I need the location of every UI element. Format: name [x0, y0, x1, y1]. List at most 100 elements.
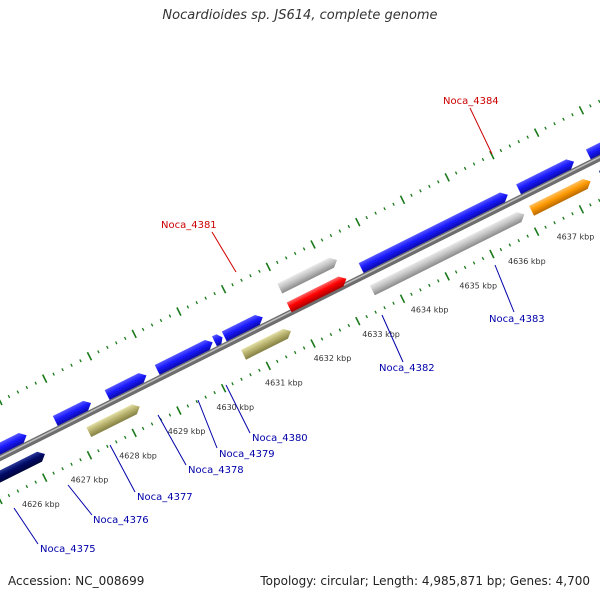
minor-tick [276, 359, 279, 363]
minor-tick [16, 390, 20, 394]
gene-arrow-noca-4379[interactable] [241, 326, 293, 360]
minor-tick [392, 202, 395, 206]
scale-tick-label: 4631 kbp [265, 379, 303, 388]
gene-label-noca-4378[interactable]: Noca_4378 [188, 465, 244, 476]
minor-tick [571, 113, 574, 117]
major-tick [41, 473, 48, 483]
minor-tick [562, 216, 565, 220]
minor-tick [7, 394, 11, 399]
minor-tick [544, 225, 547, 229]
accession-text: Accession: NC_008699 [8, 574, 145, 588]
minor-tick [526, 234, 529, 238]
gene-arrow[interactable] [154, 337, 215, 375]
scale-tick-label: 4634 kbp [411, 306, 449, 315]
minor-tick [302, 247, 306, 251]
minor-tick [123, 336, 127, 340]
major-tick [578, 204, 585, 214]
scale-tick-label: 4635 kbp [459, 281, 497, 290]
minor-tick [472, 162, 476, 166]
major-tick [176, 307, 182, 316]
minor-tick [106, 444, 109, 448]
minor-tick [463, 265, 467, 270]
minor-tick [320, 337, 324, 341]
major-tick [86, 450, 93, 460]
gene-arrow[interactable] [52, 398, 94, 426]
minor-tick [7, 493, 11, 498]
minor-tick [365, 315, 368, 319]
scale-tick-label: 4633 kbp [362, 330, 400, 339]
gene-label-noca-4381[interactable]: Noca_4381 [161, 220, 217, 231]
gene-label-noca-4383[interactable]: Noca_4383 [489, 314, 545, 325]
minor-tick [186, 404, 190, 408]
gene-arrow[interactable] [211, 332, 225, 347]
gene-arrow-noca-4382-partner[interactable] [358, 190, 511, 273]
major-tick [533, 227, 540, 237]
minor-tick [329, 332, 333, 337]
major-tick [0, 399, 3, 406]
gene-label-noca-4377[interactable]: Noca_4377 [137, 492, 193, 503]
major-tick [131, 428, 137, 438]
major-tick [176, 406, 182, 415]
minor-tick [463, 166, 467, 171]
scale-tick-label: 4636 kbp [508, 257, 546, 266]
minor-tick [159, 318, 163, 323]
scale-tick-label: 4627 kbp [71, 476, 109, 485]
minor-tick [240, 278, 243, 282]
gene-arrow[interactable] [104, 370, 149, 400]
gene-label-noca-4382[interactable]: Noca_4382 [379, 363, 435, 374]
minor-tick [186, 305, 190, 309]
major-tick [444, 272, 450, 281]
minor-tick [428, 283, 431, 287]
minor-tick [571, 212, 574, 216]
minor-tick [481, 256, 485, 261]
minor-tick [141, 327, 145, 332]
gene-label-noca-4375[interactable]: Noca_4375 [40, 544, 96, 555]
major-tick [86, 351, 93, 361]
minor-tick [150, 422, 154, 426]
gene-label-noca-4384[interactable]: Noca_4384 [443, 96, 499, 107]
gene-arrow[interactable] [585, 119, 600, 160]
minor-tick [52, 471, 55, 475]
minor-tick [392, 301, 395, 305]
minor-tick [70, 363, 73, 367]
major-tick [265, 361, 272, 371]
major-tick [355, 316, 361, 326]
gene-arrow[interactable] [221, 312, 265, 342]
minor-tick [329, 233, 333, 238]
gene-label-noca-4376[interactable]: Noca_4376 [93, 515, 149, 526]
scale-tick-label: 4628 kbp [119, 451, 157, 460]
scale-tick-label: 4630 kbp [216, 403, 254, 412]
minor-tick [204, 296, 207, 300]
minor-tick [410, 193, 413, 197]
gene-arrow-noca-4383[interactable] [529, 176, 593, 216]
gene-arrow[interactable] [0, 430, 29, 458]
minor-tick [231, 283, 234, 287]
minor-tick [419, 189, 422, 193]
major-tick [310, 339, 316, 348]
major-tick [533, 128, 540, 138]
gene-arrow-noca-4382[interactable] [369, 209, 527, 296]
gene-arrow-noca-4381-gray[interactable] [277, 255, 339, 294]
minor-tick [553, 122, 556, 126]
gene-arrow-noca-4377[interactable] [86, 402, 142, 438]
minor-tick [123, 435, 127, 439]
gene-arrow-noca-4381[interactable] [286, 274, 349, 313]
gene-label-noca-4380[interactable]: Noca_4380 [252, 433, 308, 444]
gene-arrow[interactable] [0, 449, 47, 489]
gene-arrow[interactable] [516, 157, 576, 195]
minor-tick [195, 301, 198, 305]
minor-tick [320, 238, 324, 242]
minor-tick [383, 306, 386, 310]
minor-tick [115, 341, 118, 345]
minor-tick [249, 274, 252, 278]
minor-tick [284, 355, 288, 359]
minor-tick [61, 467, 64, 471]
major-tick [0, 498, 3, 505]
minor-tick [258, 368, 261, 372]
major-tick [41, 374, 48, 384]
major-tick [399, 195, 406, 205]
gene-label-noca-4379[interactable]: Noca_4379 [219, 449, 275, 460]
minor-tick [589, 203, 592, 207]
major-tick [399, 294, 406, 304]
minor-tick [25, 385, 29, 390]
